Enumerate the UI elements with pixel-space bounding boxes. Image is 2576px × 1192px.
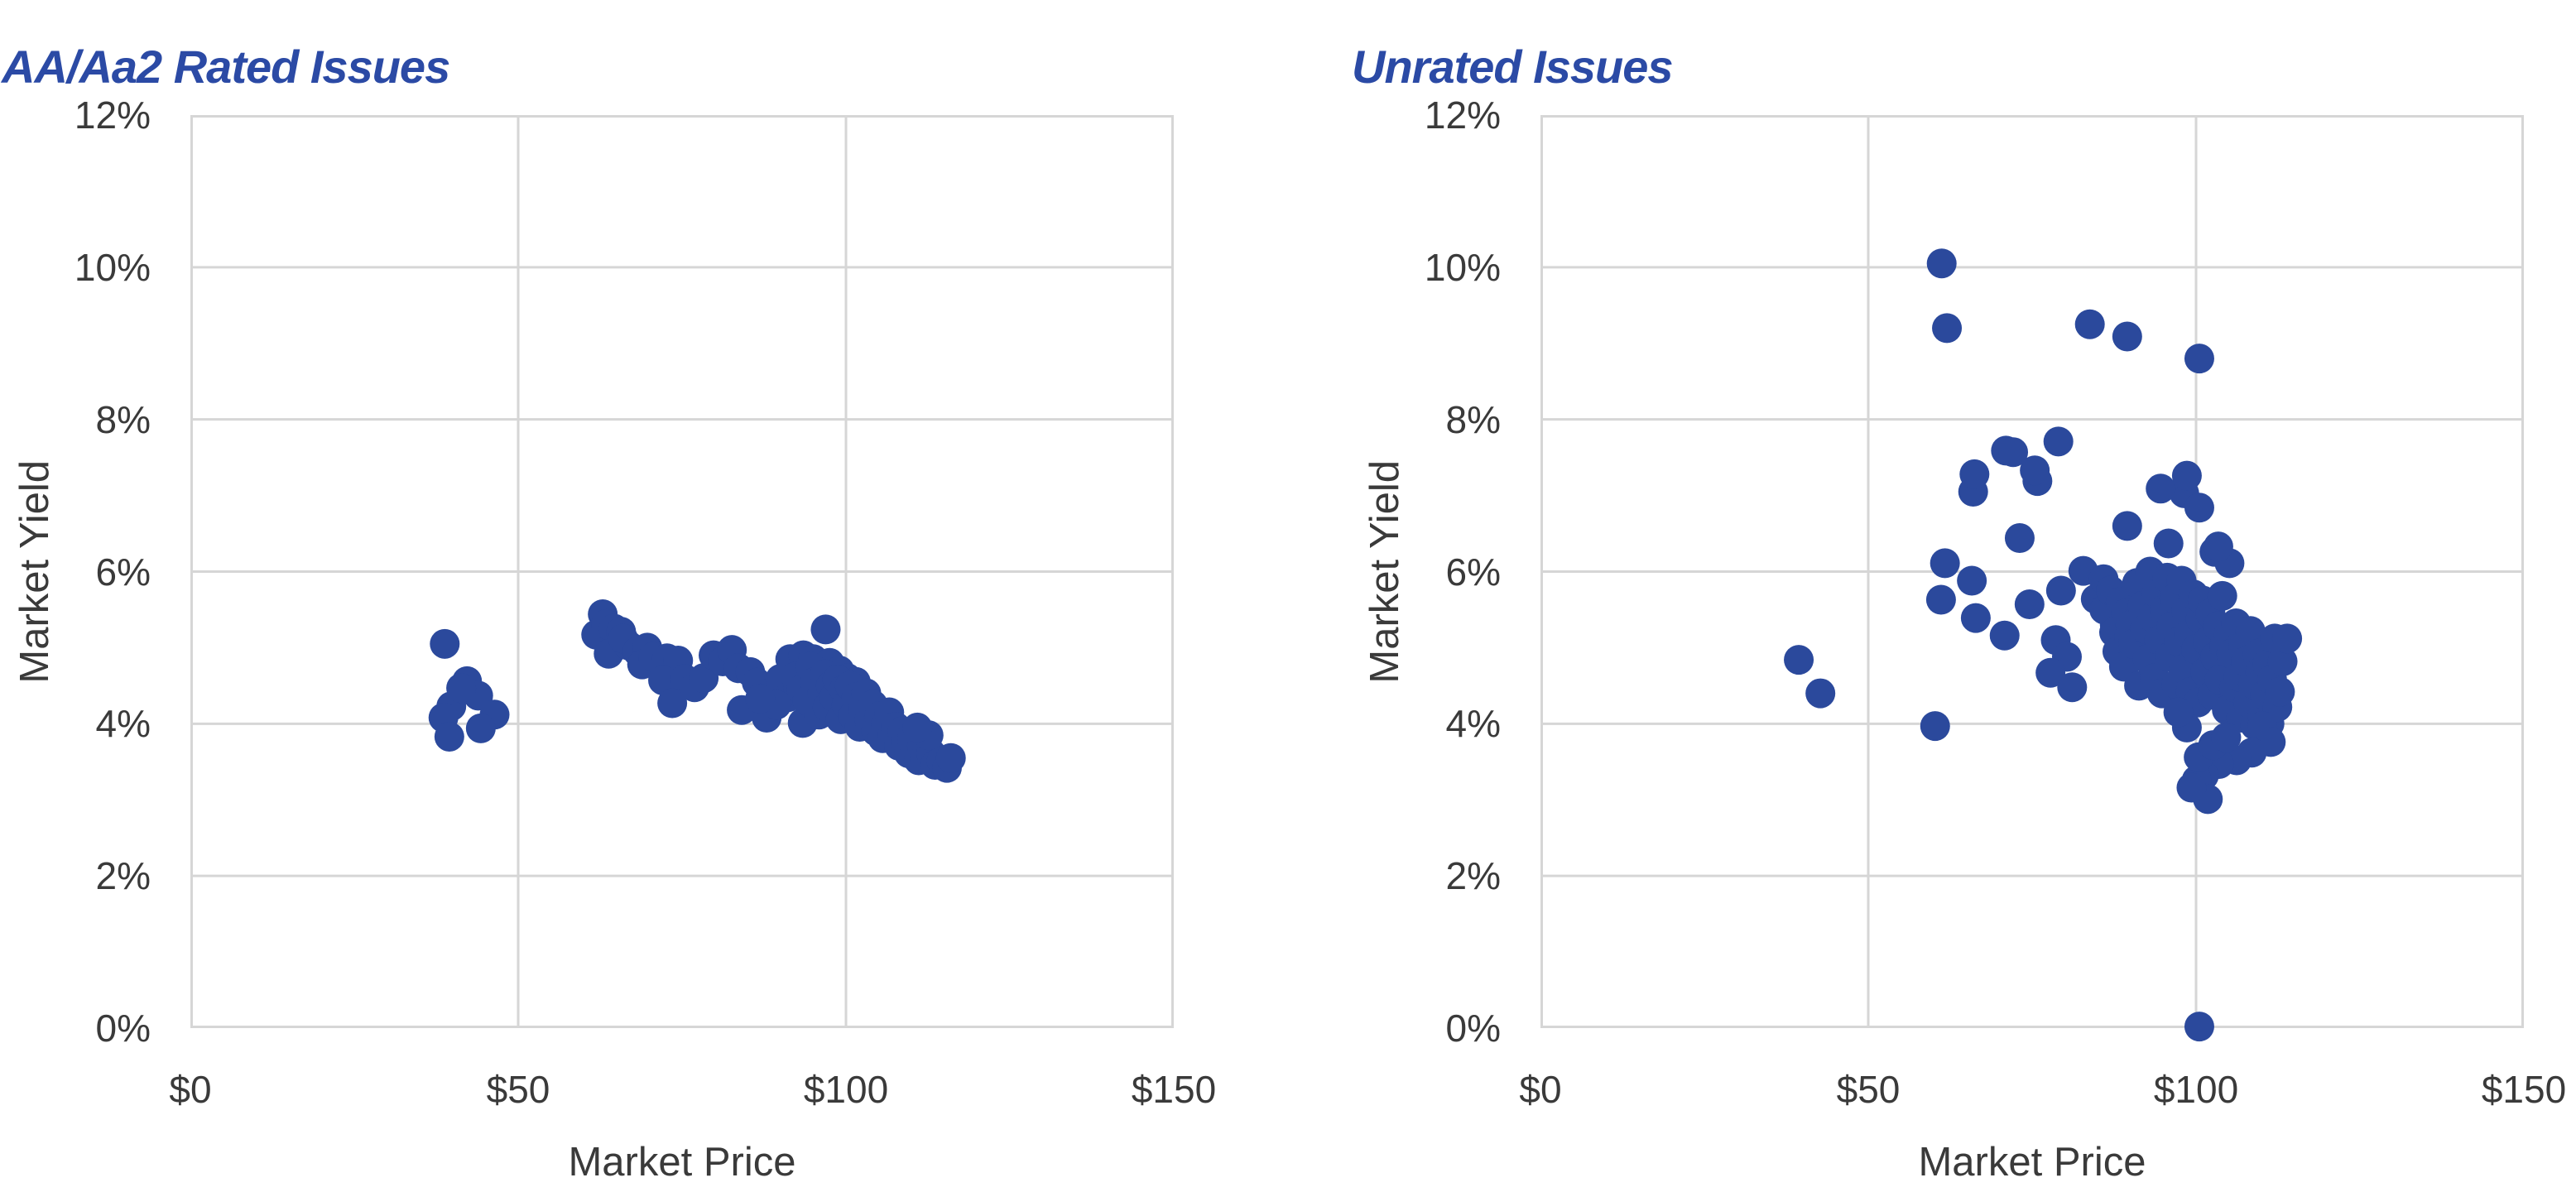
- scatter-plot-svg: [190, 115, 1174, 1028]
- scatter-point: [1925, 584, 1956, 615]
- y-tick-label: 12%: [1424, 94, 1501, 137]
- scatter-point: [2267, 646, 2298, 676]
- scatter-plot-svg: [1540, 115, 2524, 1042]
- scatter-point: [648, 665, 679, 695]
- x-tick-label: $50: [1836, 1068, 1901, 1111]
- scatter-point: [745, 684, 776, 714]
- scatter-point: [810, 614, 841, 645]
- scatter-point: [2176, 772, 2207, 803]
- plot-border: [1540, 115, 2524, 1028]
- scatter-point: [1959, 459, 1990, 489]
- y-tick-label: 8%: [1445, 397, 1501, 441]
- scatter-point: [2035, 657, 2066, 688]
- scatter-point: [2146, 473, 2176, 504]
- x-tick-label: $150: [2481, 1068, 2567, 1111]
- scatter-point: [2043, 426, 2074, 457]
- scatter-point: [2211, 722, 2242, 752]
- plot-area: [1540, 115, 2524, 1042]
- scatter-point: [465, 713, 496, 743]
- scatter-point: [2112, 511, 2142, 541]
- scatter-point: [2235, 616, 2266, 646]
- scatter-point: [902, 712, 933, 743]
- y-tick-label: 4%: [1445, 702, 1501, 746]
- scatter-point: [2020, 455, 2050, 486]
- scatter-point: [1930, 548, 1960, 579]
- scatter-point: [2153, 528, 2184, 559]
- scatter-point: [430, 628, 460, 659]
- plot-border: [190, 115, 1174, 1028]
- scatter-point: [2184, 344, 2214, 374]
- scatter-point: [2207, 580, 2237, 611]
- x-tick-label: $50: [486, 1068, 550, 1111]
- scatter-point: [2074, 309, 2105, 339]
- x-tick-label: $150: [1131, 1068, 1217, 1111]
- x-tick-label: $0: [1519, 1068, 1562, 1111]
- scatter-point: [2014, 589, 2045, 620]
- y-tick-label: 0%: [95, 1007, 151, 1050]
- y-tick-label: 10%: [1424, 245, 1501, 289]
- scatter-point: [2163, 697, 2194, 728]
- x-axis-title: Market Price: [568, 1140, 796, 1185]
- scatter-point: [1926, 248, 1957, 279]
- chart-title: AA/Aa2 Rated Issues: [2, 41, 450, 94]
- y-tick-label: 8%: [95, 397, 151, 441]
- scatter-point: [1920, 711, 1950, 742]
- scatter-point: [2203, 531, 2233, 562]
- scatter-point: [2045, 575, 2076, 606]
- scatter-point: [1932, 313, 1963, 344]
- y-tick-label: 6%: [1445, 550, 1501, 594]
- scatter-point: [1998, 437, 2029, 468]
- chart-aa-aa2-rated-issues: AA/Aa2 Rated Issues Market Yield 0% 2% 4% 6…: [0, 0, 1226, 1192]
- x-tick-label: $0: [169, 1068, 212, 1111]
- scatter-point: [2112, 321, 2142, 352]
- x-axis-title: Market Price: [1918, 1140, 2146, 1185]
- scatter-point: [2171, 460, 2202, 491]
- scatter-point: [1784, 645, 1814, 675]
- scatter-point: [2184, 1012, 2214, 1042]
- scatter-point: [2057, 672, 2088, 703]
- plot-area: [190, 115, 1174, 1028]
- chart-unrated-issues: Unrated Issues Market Yield 0% 2% 4% 6% 8% 10…: [1350, 0, 2576, 1192]
- y-tick-label: 12%: [74, 94, 151, 137]
- y-tick-label: 2%: [1445, 854, 1501, 898]
- scatter-point: [446, 673, 477, 704]
- y-tick-label: 6%: [95, 550, 151, 594]
- scatter-point: [1960, 603, 1991, 633]
- scatter-point: [1805, 678, 1836, 709]
- scatter-point: [657, 688, 688, 719]
- y-tick-label: 4%: [95, 702, 151, 746]
- scatter-point: [2184, 493, 2214, 523]
- y-tick-label: 2%: [95, 854, 151, 898]
- scatter-point: [1989, 620, 2020, 651]
- x-tick-label: $100: [2153, 1068, 2239, 1111]
- y-tick-label: 10%: [74, 245, 151, 289]
- scatter-point: [2004, 523, 2035, 554]
- y-tick-label: 0%: [1445, 1007, 1501, 1050]
- scatter-point: [434, 721, 464, 752]
- chart-title: Unrated Issues: [1352, 41, 1673, 94]
- scatter-point: [935, 743, 966, 773]
- scatter-point: [2265, 676, 2295, 707]
- x-tick-label: $100: [803, 1068, 889, 1111]
- scatter-point: [2272, 623, 2303, 654]
- scatter-point: [1957, 565, 1987, 596]
